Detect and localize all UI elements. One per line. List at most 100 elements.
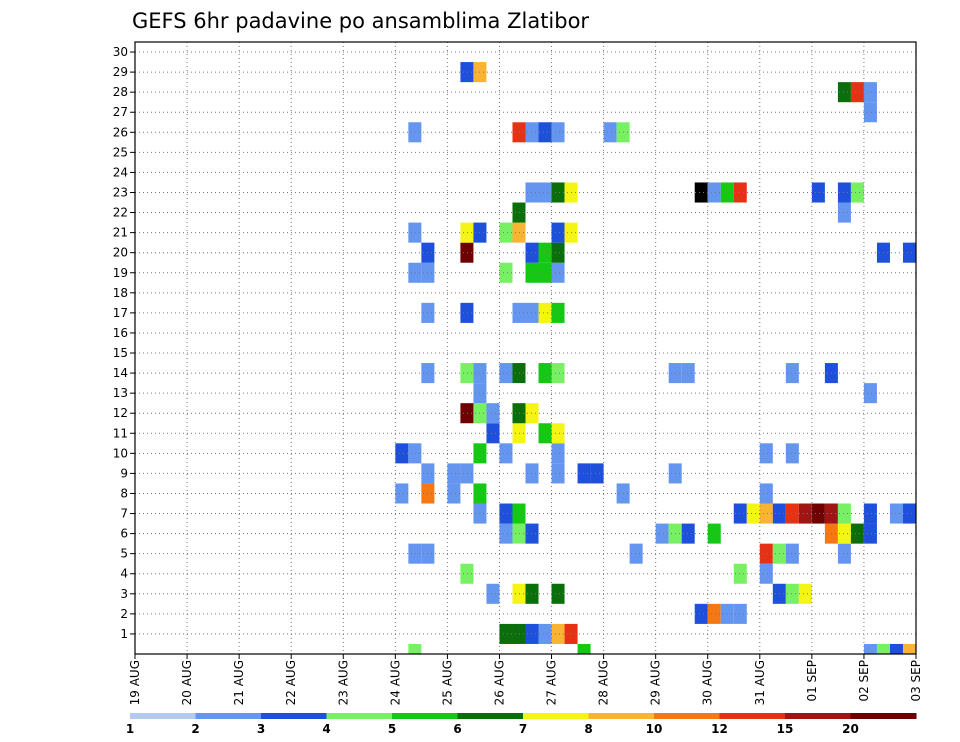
heatmap-cell (837, 182, 851, 203)
colorbar-label: 10 (646, 722, 663, 736)
chart-title: GEFS 6hr padavine po ansamblima Zlatibor (132, 9, 589, 33)
heatmap-cell (538, 363, 552, 384)
heatmap-cell (512, 363, 526, 384)
heatmap-cell (525, 463, 539, 484)
y-tick-label: 20 (113, 246, 128, 260)
y-tick-label: 11 (113, 426, 128, 440)
y-tick-label: 5 (120, 547, 128, 561)
y-tick-label: 1 (120, 627, 128, 641)
heatmap-cell (681, 363, 695, 384)
heatmap-cell (525, 302, 539, 323)
heatmap-cell (551, 302, 565, 323)
heatmap-cell (889, 643, 903, 654)
y-tick-label: 4 (120, 567, 128, 581)
heatmap-cell (759, 443, 773, 464)
heatmap-cell (902, 242, 916, 263)
heatmap-cell (395, 483, 409, 504)
heatmap-cell (525, 403, 539, 424)
colorbar-label: 3 (257, 722, 265, 736)
heatmap-cell (863, 643, 877, 654)
x-tick-label: 21 AUG (232, 660, 246, 705)
x-axis-ticks: 19 AUG 20 AUG 21 AUG 22 AUG 23 AUG 24 AUG 25 A… (128, 654, 923, 705)
heatmap-cell (525, 623, 539, 644)
heatmap-cell (512, 202, 526, 223)
heatmap-cell (551, 262, 565, 283)
heatmap-cell (525, 122, 539, 143)
heatmap-cell (551, 583, 565, 604)
colorbar-segment (457, 713, 524, 719)
colorbar-segment (130, 713, 196, 719)
heatmap-cell (460, 463, 474, 484)
x-tick-label: 25 AUG (440, 660, 454, 705)
y-tick-label: 2 (120, 607, 128, 621)
heatmap-cell (512, 523, 526, 544)
heatmap-cell (512, 583, 526, 604)
heatmap-cell (850, 82, 864, 103)
heatmap-cell (837, 543, 851, 564)
y-tick-label: 12 (113, 406, 128, 420)
heatmap-cell (863, 523, 877, 544)
heatmap-cell (512, 222, 526, 243)
x-tick-label: 03 SEP (909, 660, 923, 702)
x-tick-label: 28 AUG (597, 660, 611, 705)
heatmap-cell (408, 543, 422, 564)
heatmap-cell (499, 363, 513, 384)
heatmap-cell (694, 603, 708, 624)
y-tick-label: 3 (120, 587, 128, 601)
heatmap-cell (486, 403, 500, 424)
heatmap-cell (733, 603, 747, 624)
heatmap-cell (811, 503, 825, 524)
heatmap-cell (746, 503, 760, 524)
y-tick-label: 9 (120, 466, 128, 480)
x-tick-label: 02 SEP (857, 660, 871, 702)
y-tick-label: 21 (113, 226, 128, 240)
heatmap-cell (538, 122, 552, 143)
heatmap-cell (889, 503, 903, 524)
y-tick-label: 6 (120, 527, 128, 541)
heatmap-cell (577, 463, 591, 484)
heatmap-cell (577, 643, 591, 654)
heatmap-cell (785, 543, 799, 564)
heatmap-cell (551, 222, 565, 243)
heatmap-cell (512, 423, 526, 444)
heatmap-cell (876, 643, 890, 654)
heatmap-cell (759, 563, 773, 584)
heatmap-cell (850, 182, 864, 203)
colorbar: 1 2 3 4 5 6 7 8 10 12 15 20 (126, 713, 917, 736)
heatmap-cell (837, 82, 851, 103)
heatmap-cell (863, 102, 877, 123)
heatmap-cell (837, 202, 851, 223)
y-tick-label: 15 (113, 346, 128, 360)
heatmap-cell (902, 503, 916, 524)
heatmap-cell (538, 623, 552, 644)
heatmap-cell (798, 503, 812, 524)
heatmap-cell (785, 583, 799, 604)
heatmap-cell (499, 623, 513, 644)
heatmap-cell (408, 222, 422, 243)
heatmap-cell (486, 583, 500, 604)
heatmap-cell (460, 242, 474, 263)
heatmap-cell (863, 82, 877, 103)
heatmap-cell (460, 563, 474, 584)
colorbar-label: 7 (519, 722, 527, 736)
heatmap-cell (512, 503, 526, 524)
heatmap-cell (447, 463, 461, 484)
x-tick-label: 01 SEP (805, 660, 819, 702)
x-tick-label: 22 AUG (284, 660, 298, 705)
x-tick-label: 29 AUG (649, 660, 663, 705)
x-tick-label: 20 AUG (180, 660, 194, 705)
heatmap-cell (863, 503, 877, 524)
heatmap-cell (538, 262, 552, 283)
y-tick-label: 27 (113, 105, 128, 119)
colorbar-segment (326, 713, 393, 719)
y-tick-label: 16 (113, 326, 128, 340)
heatmap-cell (681, 523, 695, 544)
heatmap-cell (811, 182, 825, 203)
y-tick-label: 23 (113, 185, 128, 199)
y-tick-label: 19 (113, 266, 128, 280)
heatmap-cell (733, 182, 747, 203)
colorbar-segment (392, 713, 458, 719)
colorbar-label: 12 (711, 722, 728, 736)
heatmap-cell (551, 122, 565, 143)
